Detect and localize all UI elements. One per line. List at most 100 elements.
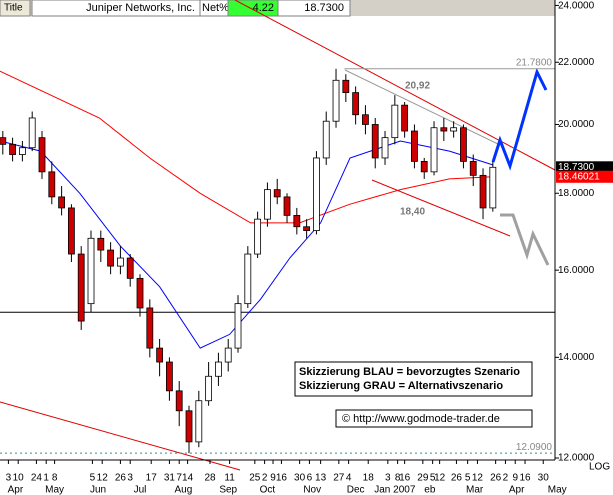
candle-body — [68, 207, 75, 255]
x-tick-label: 11 — [224, 473, 235, 484]
month-label: Apr — [509, 485, 525, 495]
x-tick-label: 16 — [519, 473, 531, 484]
legend-box — [294, 361, 533, 397]
x-tick-label: 3 — [6, 473, 12, 484]
candle-body — [273, 189, 281, 198]
level-label: 21.7800 — [516, 57, 553, 68]
candle-body — [342, 79, 350, 94]
net-label: Net% — [202, 2, 229, 14]
month-label: May — [45, 485, 64, 495]
candle-body — [234, 303, 242, 349]
candle-body — [48, 171, 56, 198]
x-tick-label: 5 — [465, 473, 471, 484]
x-tick-label: 18 — [363, 473, 375, 484]
candle-body — [0, 137, 7, 145]
candle-body — [381, 137, 389, 159]
candle-body — [166, 361, 173, 392]
candle-body — [469, 160, 477, 176]
copyright: © http://www.godmode-trader.de — [342, 413, 500, 425]
x-tick-label: 25 — [249, 473, 261, 484]
month-label: Jul — [134, 485, 147, 495]
x-tick-label: 5 — [430, 473, 436, 484]
candle-body — [244, 253, 252, 305]
x-tick-label: 12 — [434, 473, 446, 484]
drawings — [0, 0, 556, 471]
candle-body — [264, 189, 271, 220]
candle-body — [9, 143, 17, 155]
candle-body — [460, 127, 467, 162]
candle-body — [107, 249, 115, 267]
candle-body — [156, 347, 164, 363]
candle-body — [332, 79, 340, 122]
y-tick-label: 16.0000 — [558, 265, 595, 276]
blue-scenario — [491, 67, 548, 171]
y-tick-label: 22.0000 — [558, 57, 595, 68]
x-tick-label: 3 — [127, 473, 133, 484]
trend-line — [344, 69, 501, 146]
candle-body — [391, 104, 399, 139]
net-value: 4.22 — [253, 2, 274, 14]
candle-body — [185, 410, 193, 443]
candle-body — [126, 257, 134, 279]
candle-body — [77, 253, 85, 322]
candle-body — [117, 257, 124, 267]
x-tick-label: 9 — [512, 473, 518, 484]
x-tick-label: 28 — [204, 473, 216, 484]
x-tick-label: 26 — [115, 473, 127, 484]
x-tick-label: 6 — [307, 473, 313, 484]
low-annotation: 18,40 — [400, 207, 425, 218]
candle-body — [313, 157, 320, 231]
month-label: Dec — [347, 485, 365, 495]
trend-line — [0, 401, 241, 471]
x-tick-label: 5 — [90, 473, 96, 484]
month-label: Jun — [90, 485, 106, 495]
candle-body — [352, 92, 360, 116]
scale-label: LOG — [589, 462, 610, 473]
month-label: May — [548, 485, 567, 495]
x-tick-label: 2 — [262, 473, 268, 484]
x-tick-label: 29 — [417, 473, 429, 484]
candle-body — [430, 127, 438, 173]
candle-body — [19, 147, 26, 155]
legend-line: Skizzierung GRAU = Alternativszenario — [299, 380, 503, 392]
candle-body — [195, 400, 203, 443]
moving-average — [0, 140, 493, 349]
month-label: Oct — [260, 485, 276, 495]
candle-body — [38, 137, 46, 173]
candle-body — [283, 196, 291, 216]
price-badge — [556, 170, 613, 183]
month-label: Mar — [466, 485, 484, 495]
x-tick-label: 7 — [176, 473, 182, 484]
title-tab[interactable] — [0, 0, 31, 17]
candle-body — [28, 117, 36, 149]
title-tab-label: Title — [4, 3, 23, 14]
x-tick-label: 30 — [294, 473, 306, 484]
legend-line: Skizzierung BLAU = bevorzugtes Szenario — [299, 366, 520, 378]
x-tick-label: 2 — [503, 473, 509, 484]
level-label: 12.0900 — [516, 442, 553, 453]
x-tick-label: 13 — [315, 473, 327, 484]
x-tick-label: 12 — [97, 473, 109, 484]
x-tick-label: 26 — [451, 473, 463, 484]
x-tick-label: 3 — [385, 473, 391, 484]
candle-body — [440, 127, 448, 132]
month-label: Sep — [219, 485, 237, 495]
x-tick-label: 12 — [472, 473, 484, 484]
candle-body — [411, 130, 418, 162]
moving-average — [0, 70, 493, 224]
month-label: eb — [424, 485, 436, 495]
last-price: 18.7300 — [304, 2, 344, 14]
gray-scenario — [500, 213, 550, 266]
candle-body — [362, 114, 369, 125]
candle-body — [205, 375, 213, 402]
x-tick-label: 27 — [333, 473, 345, 484]
x-tick-label: 14 — [182, 473, 194, 484]
candle-body — [303, 226, 311, 231]
candle-body — [87, 237, 95, 305]
x-tick-label: 1 — [43, 473, 49, 484]
plot-area — [0, 68, 555, 454]
high-annotation: 20,92 — [405, 81, 430, 92]
candle-body — [371, 124, 379, 159]
price-badge-label: 18.7300 — [558, 162, 595, 173]
